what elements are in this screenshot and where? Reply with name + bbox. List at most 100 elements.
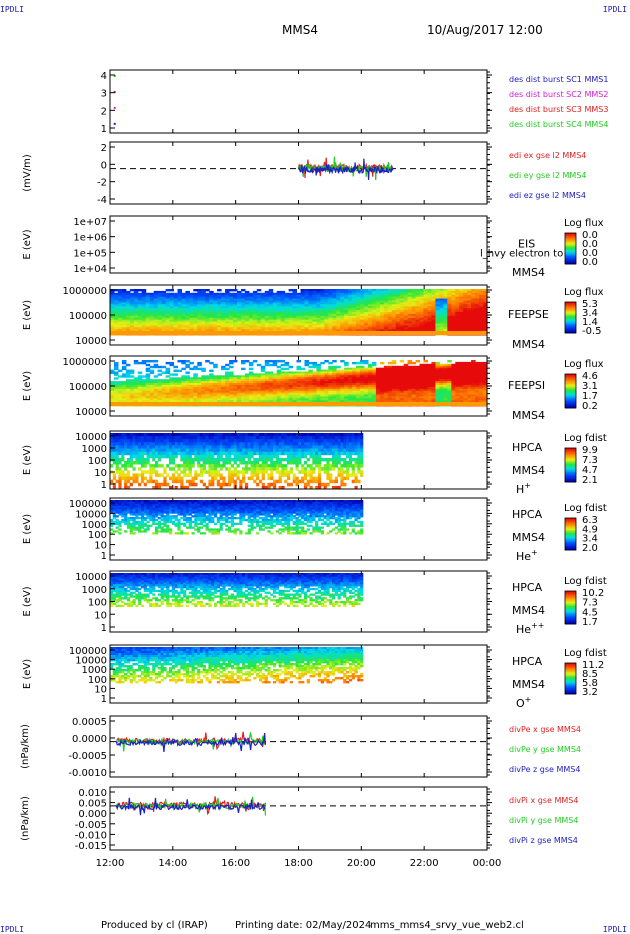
heatmap-cell	[241, 400, 246, 403]
heatmap-cell	[360, 436, 364, 440]
heatmap-cell	[241, 312, 246, 315]
heatmap-cell	[125, 323, 131, 326]
heatmap-cell	[185, 448, 190, 453]
heatmap-cell	[253, 439, 257, 443]
heatmap-cell	[129, 371, 135, 374]
heatmap-cell	[284, 390, 290, 394]
heatmap-cell	[140, 433, 145, 437]
heatmap-cell	[316, 377, 321, 380]
heatmap-cell	[332, 384, 337, 388]
heatmap-cell	[276, 302, 282, 305]
heatmap-cell	[379, 384, 385, 388]
heatmap-cell	[110, 388, 115, 392]
heatmap-cell	[217, 289, 222, 292]
heatmap-cell	[280, 400, 286, 403]
heatmap-cell	[316, 367, 321, 371]
heatmap-cell	[312, 313, 317, 317]
heatmap-cell	[312, 371, 317, 374]
heatmap-cell	[315, 439, 319, 443]
heatmap-cell	[375, 383, 381, 386]
heatmap-cell	[304, 394, 309, 397]
heatmap-cell	[160, 436, 164, 440]
heatmap-cell	[110, 310, 115, 313]
heatmap-cell	[379, 292, 385, 296]
heatmap-cell	[201, 329, 206, 332]
heatmap-cell	[326, 439, 330, 443]
heatmap-cell	[407, 313, 413, 317]
heatmap-cell	[419, 369, 424, 372]
heatmap-cell	[221, 300, 226, 303]
heatmap-cell	[427, 400, 432, 403]
heatmap-cell	[129, 386, 135, 390]
heatmap-cell	[216, 445, 220, 449]
heatmap-cell	[423, 392, 428, 395]
heatmap-cell	[367, 304, 373, 307]
heatmap-cell	[292, 296, 297, 300]
heatmap-cell	[356, 296, 361, 300]
heatmap-cell	[395, 321, 401, 324]
heatmap-cell	[189, 327, 194, 330]
heatmap-cell	[237, 390, 242, 394]
heatmap-cell	[194, 445, 198, 449]
heatmap-cell	[180, 433, 184, 437]
heatmap-cell	[435, 383, 440, 386]
heatmap-cell	[272, 400, 278, 403]
heatmap-cell	[292, 308, 297, 311]
heatmap-cell	[125, 306, 131, 309]
heatmap-cell	[169, 383, 174, 386]
heatmap-cell	[193, 392, 198, 395]
heatmap-cell	[479, 361, 484, 365]
heatmap-cell	[407, 400, 413, 403]
heatmap-cell	[483, 302, 488, 305]
heatmap-cell	[455, 369, 460, 372]
heatmap-cell	[423, 371, 428, 374]
heatmap-cell	[217, 292, 222, 296]
heatmap-cell	[356, 367, 361, 371]
colorbar-segment	[565, 233, 576, 235]
heatmap-cell	[455, 392, 460, 395]
heatmap-cell	[423, 321, 428, 324]
heatmap-cell	[268, 321, 274, 324]
heatmap-cell	[205, 445, 209, 449]
heatmap-cell	[435, 294, 440, 298]
heatmap-cell	[208, 439, 212, 443]
heatmap-cell	[185, 360, 190, 363]
heatmap-cell	[276, 369, 282, 372]
heatmap-cell	[241, 319, 246, 323]
heatmap-cell	[125, 369, 131, 372]
heatmap-cell	[320, 323, 325, 326]
heatmap-cell	[379, 294, 385, 298]
heatmap-cell	[435, 306, 440, 309]
heatmap-cell	[479, 400, 484, 403]
heatmap-cell	[181, 308, 186, 311]
heatmap-cell	[439, 381, 444, 384]
heatmap-cell	[272, 390, 278, 394]
heatmap-cell	[443, 296, 448, 300]
heatmap-cell	[145, 315, 151, 319]
heatmap-cell	[213, 383, 218, 386]
heatmap-cell	[169, 442, 173, 446]
heatmap-cell	[165, 317, 171, 321]
heatmap-cell	[229, 327, 234, 330]
plot-frame	[109, 141, 488, 205]
heatmap-cell	[173, 300, 178, 303]
heatmap-cell	[169, 373, 174, 376]
heatmap-cell	[328, 392, 333, 395]
heatmap-cell	[248, 294, 254, 298]
heatmap-cell	[112, 439, 116, 443]
heatmap-cell	[292, 379, 297, 382]
heatmap-cell	[225, 300, 230, 303]
heatmap-cell	[219, 442, 223, 446]
heatmap-cell	[121, 375, 127, 378]
heatmap-cell	[354, 439, 358, 443]
heatmap-cell	[272, 377, 278, 380]
heatmap-cell	[312, 329, 317, 332]
heatmap-cell	[236, 439, 240, 443]
heatmap-cell	[329, 445, 333, 449]
heatmap-cell	[225, 296, 230, 300]
heatmap-cell	[352, 292, 357, 296]
heatmap-cell	[399, 375, 405, 378]
colorbar-segment	[565, 317, 576, 320]
heatmap-cell	[419, 317, 424, 321]
heatmap-cell	[383, 377, 389, 380]
